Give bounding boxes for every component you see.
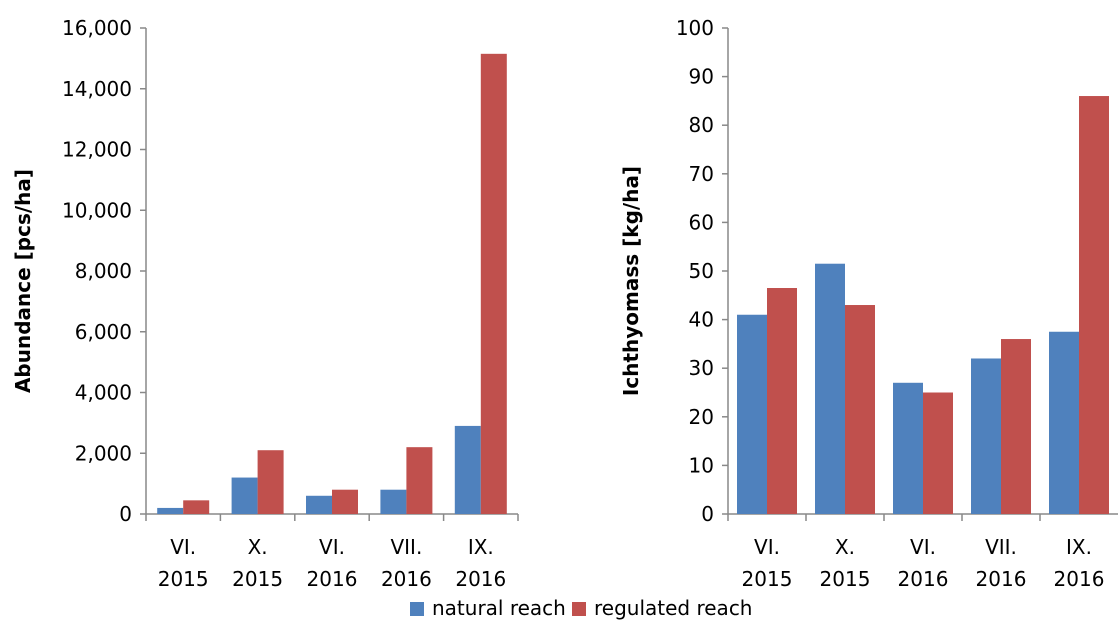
ichthyomass-y-tick-label: 30 xyxy=(689,356,714,380)
ichthyomass-y-tick-label: 40 xyxy=(689,308,714,332)
ichthyomass-y-tick-label: 10 xyxy=(689,453,714,477)
abundance-category-label-line2: 2016 xyxy=(307,567,358,591)
abundance-y-tick-label: 0 xyxy=(119,502,132,526)
ichthyomass-y-tick-label: 60 xyxy=(689,210,714,234)
ichthyomass-category-label-line2: 2015 xyxy=(820,567,871,591)
ichthyomass-bar-regulated xyxy=(1001,339,1031,514)
abundance-bar-regulated xyxy=(257,450,284,514)
abundance-category-label-line2: 2016 xyxy=(455,567,506,591)
abundance-y-tick-label: 10,000 xyxy=(62,198,132,222)
ichthyomass-category-label-line2: 2016 xyxy=(976,567,1027,591)
legend-swatch-regulated xyxy=(572,602,586,616)
ichthyomass-bar-natural xyxy=(1049,331,1079,514)
abundance-y-tick-label: 6,000 xyxy=(75,320,132,344)
abundance-category-label-line1: VI. xyxy=(319,535,345,559)
abundance-y-tick-label: 2,000 xyxy=(75,441,132,465)
ichthyomass-bar-regulated xyxy=(767,288,797,514)
abundance-y-tick-label: 4,000 xyxy=(75,381,132,405)
abundance-bar-regulated xyxy=(183,500,210,514)
legend-label-natural: natural reach xyxy=(432,596,566,620)
ichthyomass-category-label-line1: VII. xyxy=(985,535,1017,559)
ichthyomass-bar-natural xyxy=(893,382,923,514)
ichthyomass-category-label-line2: 2016 xyxy=(898,567,949,591)
abundance-category-label-line1: X. xyxy=(248,535,268,559)
ichthyomass-bar-regulated xyxy=(923,392,953,514)
ichthyomass-bar-natural xyxy=(815,263,845,514)
ichthyomass-y-tick-label: 20 xyxy=(689,405,714,429)
ichthyomass-category-label-line2: 2016 xyxy=(1054,567,1105,591)
abundance-category-label-line2: 2015 xyxy=(232,567,283,591)
ichthyomass-y-tick-label: 100 xyxy=(676,16,714,40)
abundance-bar-regulated xyxy=(332,489,358,514)
abundance-bar-regulated xyxy=(480,53,507,514)
abundance-y-tick-label: 14,000 xyxy=(62,77,132,101)
abundance-category-label-line1: VI. xyxy=(170,535,196,559)
ichthyomass-y-tick-label: 0 xyxy=(701,502,714,526)
legend-label-regulated: regulated reach xyxy=(594,596,753,620)
legend-swatch-natural xyxy=(410,602,424,616)
abundance-bar-natural xyxy=(306,495,332,514)
abundance-y-tick-label: 12,000 xyxy=(62,138,132,162)
ichthyomass-category-label-line1: IX. xyxy=(1066,535,1092,559)
ichthyomass-category-label-line1: VI. xyxy=(754,535,780,559)
abundance-bar-regulated xyxy=(406,447,433,514)
ichthyomass-category-label-line1: X. xyxy=(835,535,855,559)
abundance-category-label-line2: 2016 xyxy=(381,567,432,591)
abundance-category-label-line1: VII. xyxy=(390,535,422,559)
abundance-y-tick-label: 16,000 xyxy=(62,16,132,40)
abundance-bar-natural xyxy=(454,425,481,514)
ichthyomass-y-axis-title: Ichthyomass [kg/ha] xyxy=(619,166,643,396)
abundance-category-label-line2: 2015 xyxy=(158,567,209,591)
abundance-bar-natural xyxy=(157,507,184,514)
abundance-bar-natural xyxy=(380,489,407,514)
ichthyomass-bar-natural xyxy=(737,314,767,514)
ichthyomass-y-tick-label: 70 xyxy=(689,162,714,186)
ichthyomass-bar-natural xyxy=(971,358,1001,514)
abundance-y-tick-label: 8,000 xyxy=(75,259,132,283)
ichthyomass-y-tick-label: 80 xyxy=(689,113,714,137)
ichthyomass-bar-regulated xyxy=(1079,96,1109,514)
ichthyomass-bar-regulated xyxy=(845,305,875,514)
abundance-bar-natural xyxy=(231,477,258,514)
abundance-category-label-line1: IX. xyxy=(468,535,494,559)
ichthyomass-category-label-line2: 2015 xyxy=(742,567,793,591)
abundance-y-axis-title: Abundance [pcs/ha] xyxy=(11,169,35,393)
ichthyomass-category-label-line1: VI. xyxy=(910,535,936,559)
ichthyomass-y-tick-label: 50 xyxy=(689,259,714,283)
ichthyomass-y-tick-label: 90 xyxy=(689,65,714,89)
